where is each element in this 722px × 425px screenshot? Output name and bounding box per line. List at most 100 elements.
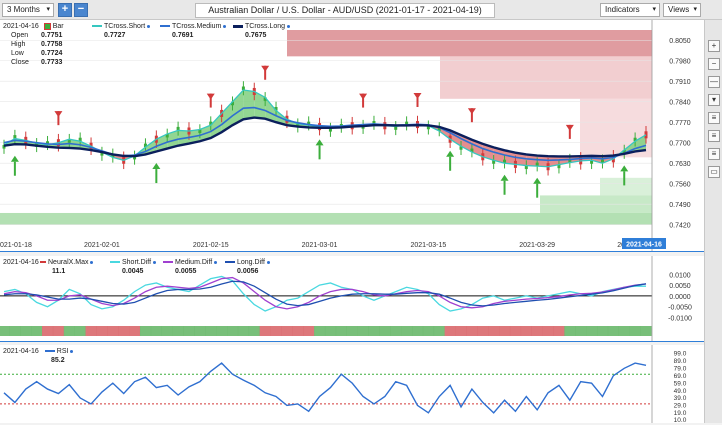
rsi-tick-label: 99.0	[674, 351, 687, 358]
candle-body	[633, 137, 637, 142]
list-button-2[interactable]: ≡	[708, 130, 720, 142]
settings-dot-icon[interactable]	[214, 260, 218, 264]
crossover-fill	[548, 156, 559, 167]
candle-body	[459, 146, 463, 150]
zoom-in-button[interactable]: +	[708, 40, 720, 52]
legend-mediumdiff-value: 0.0055	[175, 268, 197, 275]
date-tick-label: 2021-02-15	[193, 242, 229, 249]
neuralx-strip-cell	[216, 326, 228, 336]
legend-medium-diff: Medium.Diff 0.0055	[163, 258, 218, 276]
crossover-fill	[232, 90, 244, 126]
candle-body	[503, 159, 507, 164]
list-button-1[interactable]: ≡	[708, 112, 720, 124]
neuralx-strip-cell	[499, 326, 511, 336]
neuralx-strip-cell	[314, 326, 326, 336]
rsi-tick-label: 39.0	[674, 395, 687, 402]
neuralx-strip-cell	[129, 326, 141, 336]
neuralx-strip-cell	[368, 326, 380, 336]
settings-dot-icon[interactable]	[70, 349, 74, 353]
price-tick-label: 0.7420	[669, 223, 691, 230]
candle-body	[568, 159, 572, 163]
candle-body	[241, 86, 245, 91]
long-diff-line	[3, 280, 647, 307]
price-pane: 0.8050 0.7980 0.7910 0.7840 0.7770 0.7700 0.76…	[0, 20, 704, 252]
settings-dot-icon[interactable]	[90, 260, 94, 264]
views-dropdown[interactable]: Views ▾	[663, 3, 701, 17]
neuralx-strip-cell	[118, 326, 130, 336]
crossover-fill	[624, 141, 636, 154]
bar-swatch-icon	[43, 22, 51, 30]
support-zone-low	[0, 212, 652, 225]
legend-date: 2021-04-16	[3, 23, 39, 30]
range-dropdown[interactable]: 3 Months ▾	[2, 3, 54, 17]
settings-dot-icon[interactable]	[223, 24, 227, 28]
neuralx-strip-cell	[324, 326, 337, 336]
symbol-title: Australian Dollar / U.S. Dollar - AUD/US…	[208, 5, 482, 15]
legend-tcross-short: TCross.Short 0.7727	[92, 22, 151, 40]
rsi-tick-label: 49.0	[674, 388, 687, 395]
buy-arrow-head-icon	[533, 177, 542, 184]
candle-body	[590, 160, 594, 164]
legend-short-label: TCross.Short	[104, 23, 146, 30]
legend-short-diff: Short.Diff 0.0045	[110, 258, 157, 276]
crossover-fill	[482, 143, 494, 161]
neuralx-strip-cell	[564, 326, 576, 336]
neuralx-strip-cell	[335, 326, 348, 336]
settings-dot-icon[interactable]	[153, 260, 157, 264]
neuralx-strip-cell	[52, 326, 65, 336]
crossover-fill	[167, 130, 179, 149]
sell-arrow-head-icon	[565, 124, 574, 131]
neuralx-strip-cell	[640, 326, 652, 336]
comment-button[interactable]: ▭	[708, 166, 720, 178]
neuralx-strip-cell	[227, 326, 239, 336]
views-label: Views	[668, 5, 690, 14]
remove-symbol-button[interactable]: −	[74, 3, 88, 17]
bar-swatch-icon	[40, 261, 46, 264]
neuralx-strip-cell	[433, 326, 445, 336]
candle-body	[2, 145, 6, 149]
symbol-title-field[interactable]: Australian Dollar / U.S. Dollar - AUD/US…	[195, 3, 495, 18]
price-tick-label: 0.7630	[669, 161, 691, 168]
crossover-fill	[265, 97, 277, 123]
legend-low-label: Low	[11, 50, 24, 57]
line-swatch-icon	[110, 261, 120, 264]
neuralx-strip-cell	[488, 326, 500, 336]
line-swatch-icon	[225, 261, 235, 264]
rsi-tick-label: 79.0	[674, 366, 687, 373]
legend-open-label: Open	[11, 32, 29, 39]
candle-body	[557, 164, 561, 169]
add-symbol-button[interactable]: +	[58, 3, 72, 17]
list-button-3[interactable]: ≡	[708, 148, 720, 160]
draw-line-button[interactable]: —	[708, 76, 720, 88]
diff-chart[interactable]: 0.0100 0.0050 0.0000 -0.0050 -0.0100	[0, 256, 704, 342]
indicators-label: Indicators	[605, 5, 640, 14]
sell-arrow-head-icon	[206, 93, 215, 100]
rsi-chart[interactable]: 99.089.079.069.059.049.039.029.019.010.0	[0, 345, 704, 424]
zoom-out-button[interactable]: −	[708, 58, 720, 70]
settings-dot-icon[interactable]	[147, 24, 151, 28]
crossover-fill	[243, 90, 255, 120]
neuralx-strip-cell	[411, 326, 424, 336]
settings-dot-icon[interactable]	[266, 260, 270, 264]
neuralx-strip-cell	[183, 326, 195, 336]
legend-neuralx-value: 11.1	[52, 268, 66, 275]
rsi-tick-label: 10.0	[674, 417, 687, 423]
price-chart[interactable]: 0.8050 0.7980 0.7910 0.7840 0.7770 0.7700 0.76…	[0, 20, 704, 252]
draw-tools-button[interactable]: ▾	[708, 94, 720, 106]
rsi-line	[3, 362, 647, 414]
neuralx-strip-cell	[292, 326, 304, 336]
tcross-long-line	[3, 116, 647, 158]
neuralx-strip-cell	[618, 326, 630, 336]
settings-dot-icon[interactable]	[287, 24, 291, 28]
legend-low-value: 0.7724	[41, 50, 63, 57]
indicators-dropdown[interactable]: Indicators ▾	[600, 3, 660, 17]
neuralx-strip-cell	[586, 326, 598, 336]
legend-medium-value: 0.7691	[172, 32, 194, 39]
legend-neuralx: NeuralX.Max 11.1	[40, 258, 94, 276]
candle-body	[231, 101, 235, 106]
neuralx-strip-cell	[161, 326, 173, 336]
neuralx-strip-cell	[542, 326, 554, 336]
neuralx-strip-cell	[150, 326, 163, 336]
line-swatch-icon	[92, 25, 102, 28]
candle-body	[524, 165, 528, 170]
